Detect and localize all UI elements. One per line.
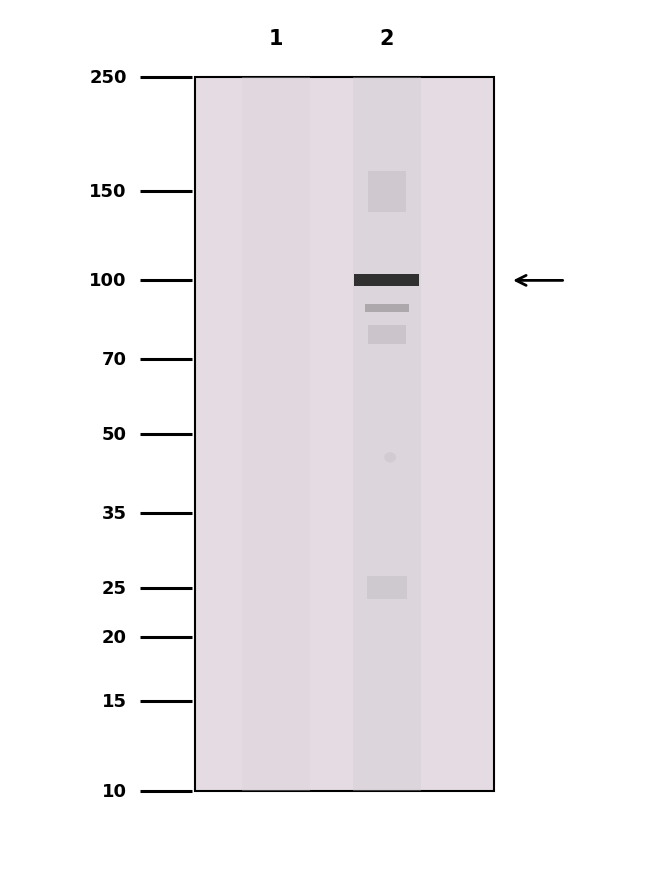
Text: 2: 2 [380,30,394,49]
Text: 1: 1 [269,30,283,49]
Bar [352,78,421,791]
Bar [367,577,406,600]
Text: 50: 50 [102,426,127,443]
Ellipse shape [384,453,396,463]
Text: 10: 10 [102,782,127,799]
Text: 35: 35 [102,505,127,522]
Bar [365,305,409,313]
Bar [354,275,419,287]
Bar [368,171,406,213]
Text: 20: 20 [102,628,127,647]
Bar [195,78,494,791]
Text: 15: 15 [102,692,127,710]
Bar [242,78,311,791]
Text: 150: 150 [89,182,127,200]
Text: 25: 25 [102,579,127,597]
Text: 250: 250 [89,70,127,87]
Bar [368,326,406,345]
Text: 100: 100 [89,272,127,290]
Text: 70: 70 [102,351,127,369]
